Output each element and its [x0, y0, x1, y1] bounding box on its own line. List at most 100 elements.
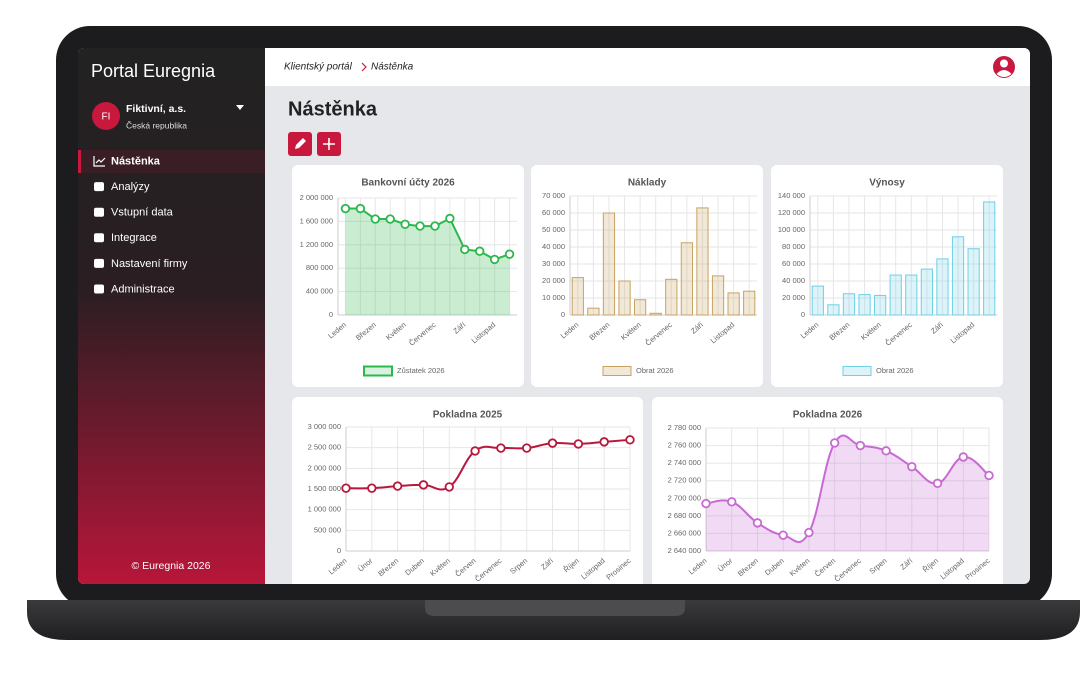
- y-tick-label: 20 000: [782, 293, 805, 302]
- point: [932, 478, 943, 489]
- point: [752, 518, 763, 528]
- nav-label: Analýzy: [111, 181, 150, 193]
- point: [701, 498, 711, 509]
- y-tick-label: 800 000: [306, 263, 333, 272]
- chart-title: Výnosy: [869, 178, 905, 189]
- nav-icon: [93, 156, 106, 167]
- point: [881, 446, 891, 456]
- bar: [571, 277, 584, 316]
- point: [573, 439, 584, 449]
- chart-title: Pokladna 2025: [433, 410, 503, 421]
- topbar: [265, 48, 1030, 86]
- point: [522, 443, 532, 453]
- legend-label[interactable]: Zůstatek 2026: [397, 366, 445, 375]
- y-tick-label: 10 000: [542, 293, 565, 302]
- bar: [811, 285, 824, 316]
- bar: [587, 307, 600, 316]
- nav-item[interactable]: Administrace: [94, 283, 175, 295]
- point: [415, 221, 425, 231]
- bar: [649, 312, 662, 316]
- nav-item[interactable]: Nástěnka: [93, 155, 161, 167]
- laptop-base: [27, 600, 1080, 640]
- y-tick-label: 0: [337, 546, 341, 555]
- edit-button[interactable]: [288, 132, 312, 156]
- y-tick-label: 2 760 000: [668, 441, 701, 450]
- y-tick-label: 140 000: [778, 191, 805, 200]
- point: [496, 443, 506, 453]
- legend-label[interactable]: Obrat 2026: [876, 366, 914, 375]
- y-tick-label: 1 200 000: [300, 240, 333, 249]
- bar: [967, 248, 980, 316]
- point: [958, 452, 968, 462]
- point: [444, 482, 454, 492]
- line-area: [345, 208, 510, 315]
- user-icon[interactable]: [993, 56, 1015, 78]
- point: [355, 203, 366, 214]
- sidebar: [78, 48, 265, 584]
- bar: [618, 280, 631, 316]
- y-tick-label: 3 000 000: [308, 422, 341, 431]
- point: [475, 246, 485, 256]
- nav-active-marker: [78, 150, 81, 173]
- plus-icon: [323, 138, 335, 150]
- bar: [727, 292, 740, 316]
- legend-label[interactable]: Obrat 2026: [636, 366, 674, 375]
- line-area: [706, 435, 989, 551]
- point: [804, 527, 814, 538]
- point: [829, 438, 840, 448]
- point: [392, 481, 403, 491]
- y-tick-label: 2 000 000: [308, 463, 341, 472]
- bar: [951, 236, 965, 316]
- legend-swatch: [363, 365, 393, 377]
- point: [460, 244, 470, 255]
- bar: [936, 258, 949, 316]
- chart-title: Bankovní účty 2026: [361, 178, 455, 189]
- bar: [842, 293, 856, 316]
- legend-swatch: [602, 366, 632, 376]
- nav-item[interactable]: Vstupní data: [94, 207, 174, 219]
- user-body: [996, 70, 1012, 77]
- add-button[interactable]: [317, 132, 341, 156]
- y-tick-label: 0: [561, 310, 565, 319]
- nav-label: Administrace: [111, 283, 175, 295]
- y-tick-label: 30 000: [542, 259, 565, 268]
- bar: [743, 290, 756, 316]
- company-dropdown[interactable]: [236, 105, 244, 110]
- chart-card: Náklady 0 10 000 20 000 30 000 40 000 50 000 60…: [531, 165, 763, 387]
- point: [400, 219, 410, 230]
- company-name[interactable]: Fiktivní, a.s.: [126, 103, 186, 115]
- y-tick-label: 40 000: [782, 276, 805, 285]
- charts: Bankovní účty 2026 0 400 000 800 000 1 200 0…: [292, 165, 1003, 584]
- nav-item[interactable]: Nastavení firmy: [94, 258, 188, 270]
- laptop-notch: [425, 600, 685, 616]
- chart-card: Pokladna 2026 2 640 000 2 660 000 2 680 000…: [652, 397, 1003, 584]
- bar: [858, 294, 871, 316]
- page-title: Nástěnka: [288, 98, 378, 120]
- avatar-initials: FI: [102, 112, 111, 123]
- point: [385, 214, 395, 224]
- chart-card: Pokladna 2025 0 500 000 1 000 000 1 500 000 2…: [292, 397, 643, 584]
- point: [625, 435, 635, 445]
- y-tick-label: 1 500 000: [308, 484, 341, 493]
- card-bg: [292, 165, 524, 387]
- nav-label: Nastavení firmy: [111, 258, 188, 270]
- y-tick-label: 1 600 000: [300, 216, 333, 225]
- bar: [696, 207, 709, 316]
- avatar[interactable]: [92, 102, 120, 130]
- brand: Portal Euregnia: [91, 61, 216, 81]
- nav-item[interactable]: Integrace: [94, 232, 157, 244]
- bar: [983, 201, 996, 316]
- breadcrumb-separator: [361, 62, 367, 72]
- y-tick-label: 2 780 000: [668, 423, 701, 432]
- y-tick-label: 0: [801, 310, 805, 319]
- y-tick-label: 60 000: [542, 208, 565, 217]
- screen: Portal Euregnia FI Fiktivní, a.s. Česká …: [78, 48, 1030, 584]
- point: [727, 497, 737, 507]
- point: [599, 437, 609, 447]
- pencil-icon: [295, 138, 306, 149]
- nav-item[interactable]: Analýzy: [94, 181, 150, 193]
- y-tick-label: 100 000: [778, 225, 805, 234]
- point: [367, 483, 377, 493]
- breadcrumb-link[interactable]: Klientský portál: [284, 62, 353, 73]
